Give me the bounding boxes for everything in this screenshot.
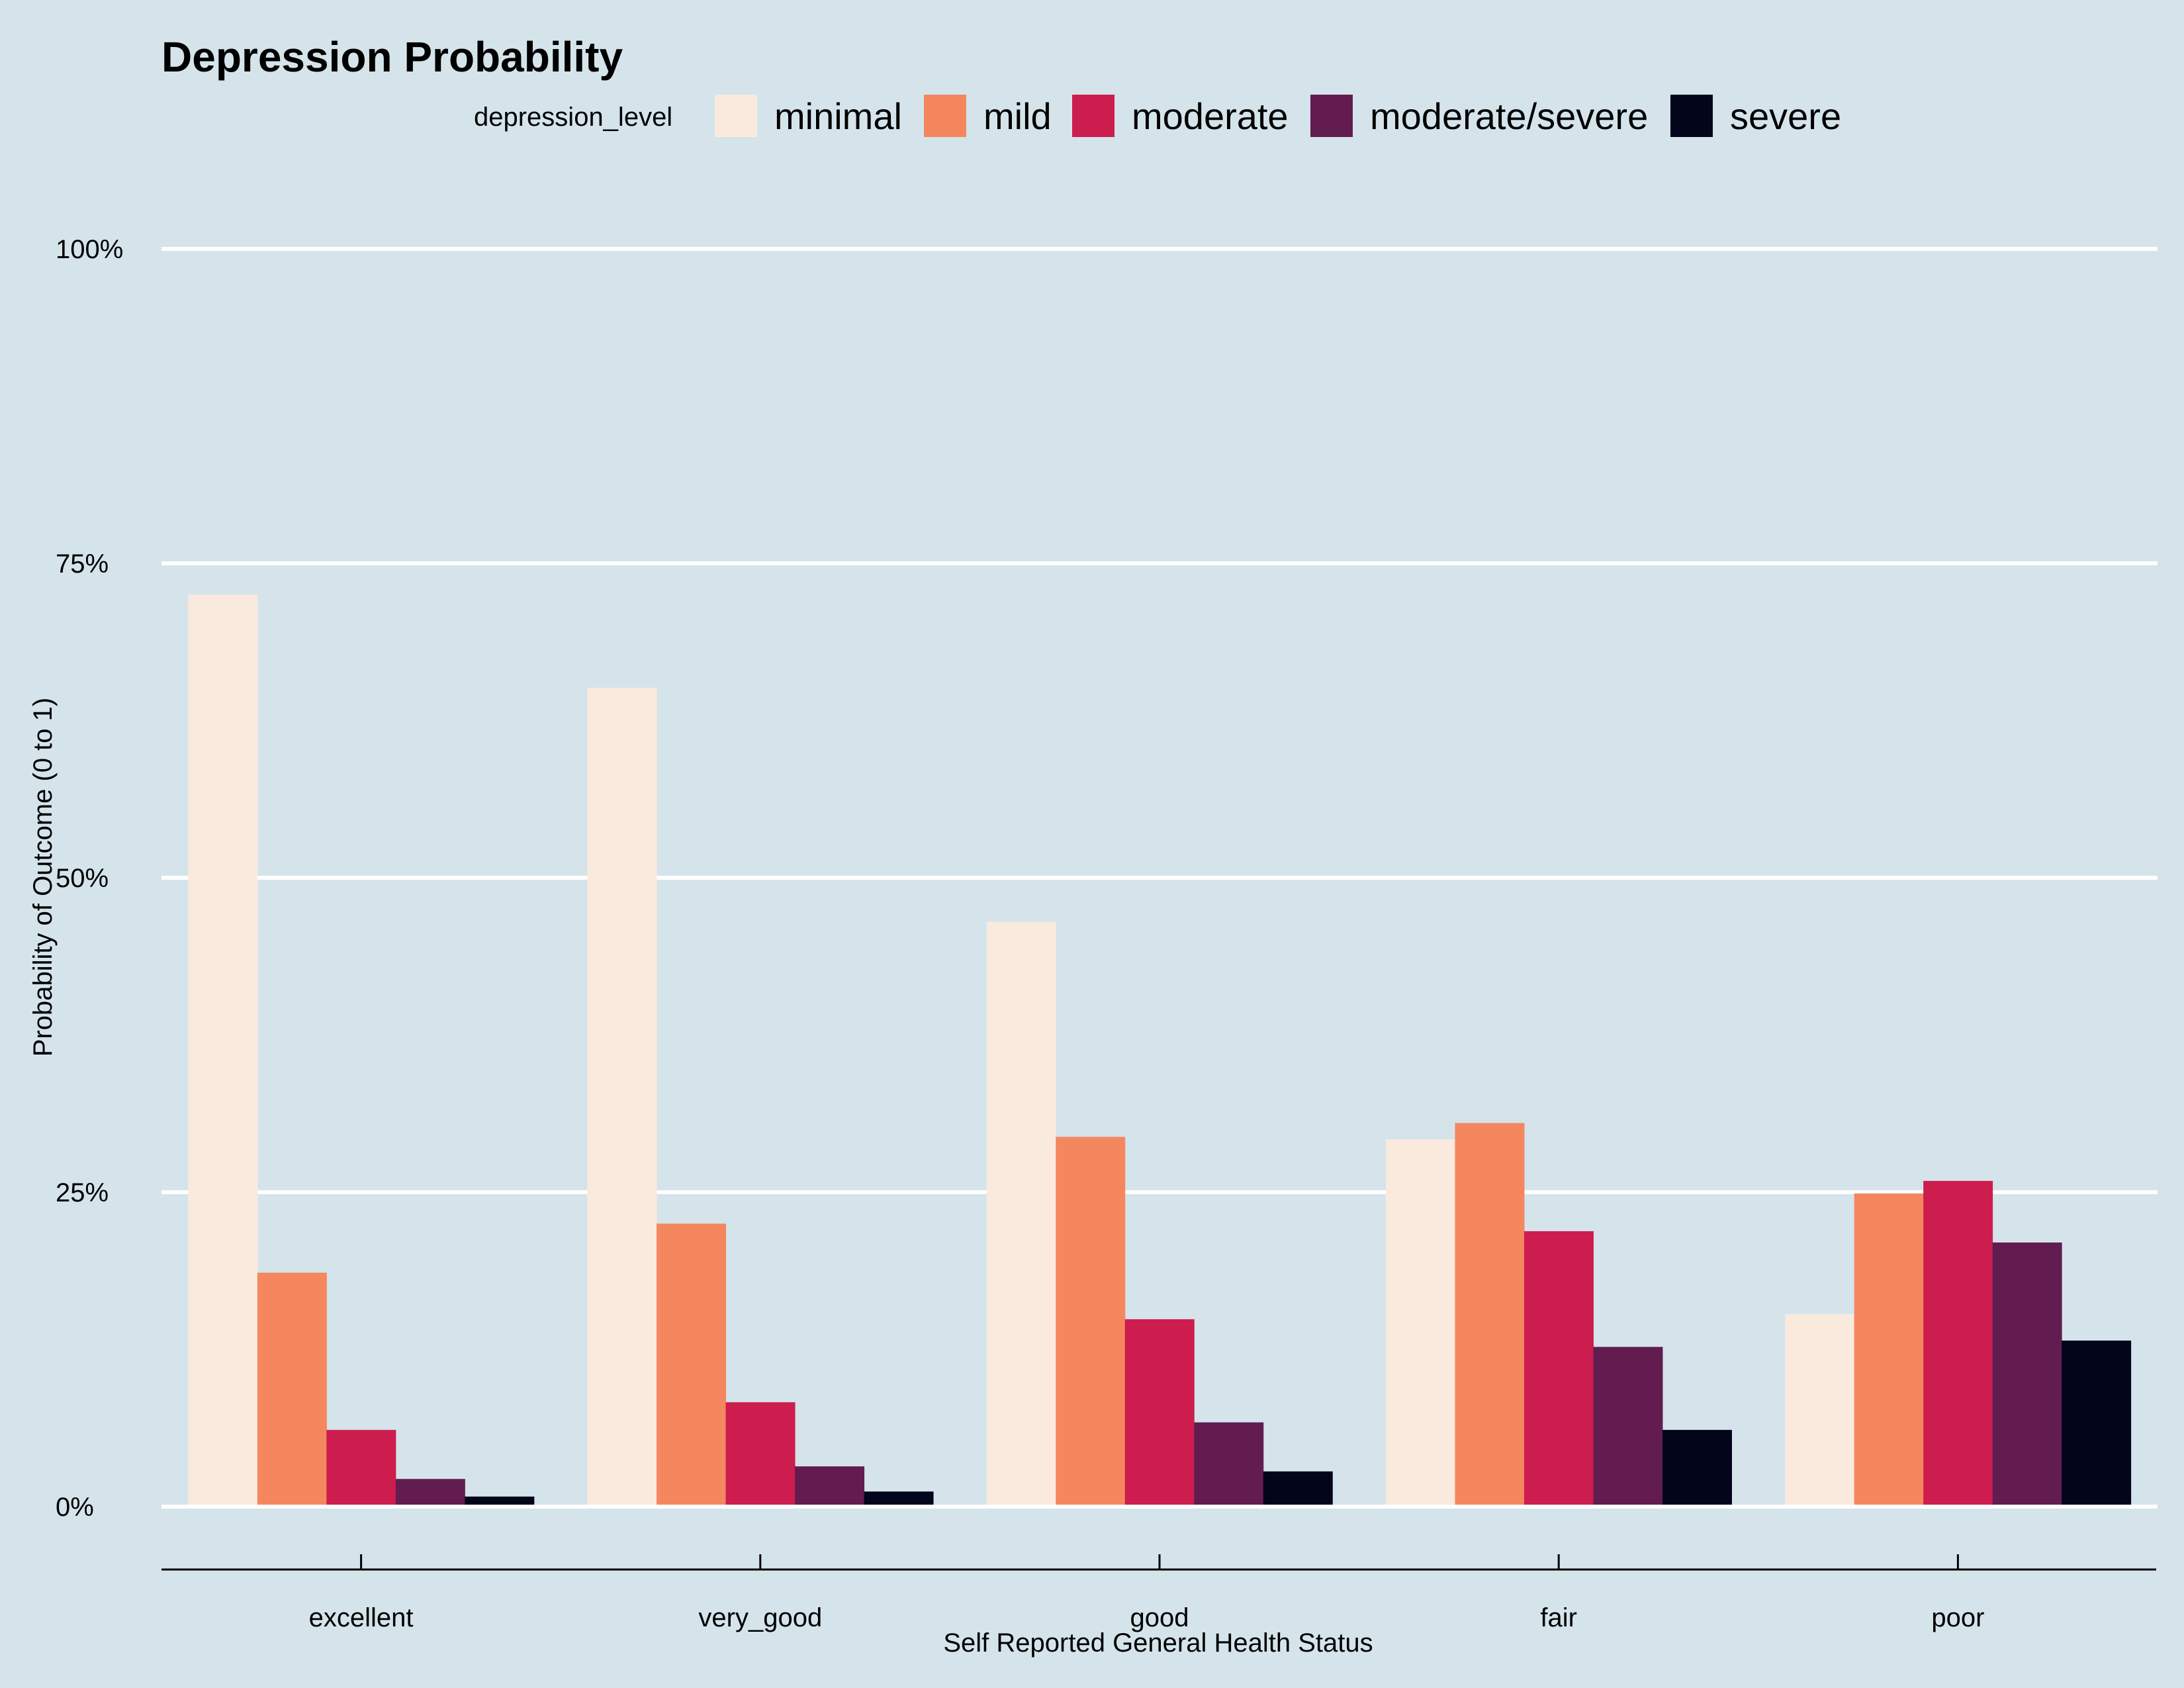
legend-label: severe: [1730, 95, 1841, 137]
bar-minimal: [1385, 1139, 1455, 1507]
bar-moderate-severe: [795, 1466, 865, 1507]
bar-moderate: [725, 1402, 796, 1507]
bar-severe: [1662, 1430, 1732, 1507]
x-tick-label: poor: [1931, 1603, 1984, 1632]
x-axis-title: Self Reported General Health Status: [943, 1628, 1373, 1658]
bar-mild: [1854, 1193, 1924, 1507]
x-tick-label: fair: [1540, 1603, 1577, 1632]
bar-minimal: [188, 594, 258, 1507]
y-tick-label: 25%: [56, 1178, 109, 1207]
y-tick-label: 50%: [56, 864, 109, 893]
y-tick-label: 75%: [56, 549, 109, 579]
bar-moderate: [326, 1430, 396, 1507]
bar-mild: [257, 1272, 327, 1507]
legend-key: [1072, 95, 1115, 137]
bar-severe: [2062, 1340, 2132, 1507]
y-tick-label: 0%: [56, 1493, 94, 1522]
bar-minimal: [986, 921, 1056, 1507]
bar-minimal: [1785, 1314, 1855, 1507]
x-tick-label: very_good: [698, 1603, 822, 1632]
legend-key: [1310, 95, 1353, 137]
axis-layer: 0% 25% 50% 75% 100% excellent very_good good fai…: [56, 235, 2156, 1632]
legend-label: mild: [983, 95, 1052, 137]
legend-label: minimal: [774, 95, 902, 137]
legend-key: [715, 95, 757, 137]
legend-title: depression_level: [474, 103, 672, 132]
bar-moderate-severe: [1992, 1243, 2062, 1507]
legend-key: [1670, 95, 1713, 137]
bar-mild: [1455, 1123, 1525, 1507]
bar-severe: [864, 1491, 934, 1507]
bar-severe: [465, 1496, 535, 1507]
x-tick-label: good: [1130, 1603, 1189, 1632]
bar-mild: [657, 1223, 727, 1507]
bar-minimal: [587, 688, 657, 1507]
bars-layer: [161, 594, 2158, 1509]
y-tick-label: 100%: [56, 235, 123, 264]
legend-key: [924, 95, 966, 137]
legend-label: moderate/severe: [1370, 95, 1648, 137]
bar-moderate: [1524, 1231, 1594, 1507]
legend: depression_level minimal mild moderate moder…: [474, 95, 1841, 137]
bar-severe: [1263, 1471, 1333, 1507]
bar-mild: [1056, 1137, 1126, 1507]
bar-moderate: [1124, 1319, 1195, 1507]
bar-moderate-severe: [395, 1479, 465, 1507]
chart-title: Depression Probability: [161, 33, 623, 81]
bar-moderate-severe: [1593, 1346, 1663, 1507]
legend-label: moderate: [1132, 95, 1289, 137]
x-tick-label: excellent: [309, 1603, 414, 1632]
bar-moderate: [1923, 1180, 1993, 1507]
bar-moderate-severe: [1194, 1422, 1264, 1507]
y-axis-title: Probability of Outcome (0 to 1): [28, 698, 58, 1056]
